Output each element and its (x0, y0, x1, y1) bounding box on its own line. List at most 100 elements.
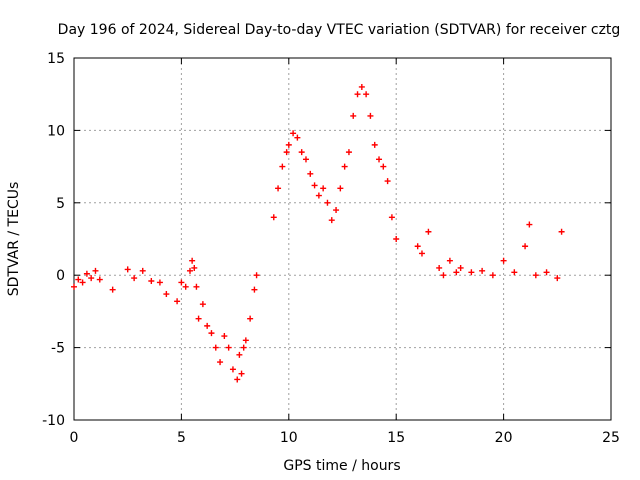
data-point (337, 185, 344, 192)
data-point (186, 267, 193, 274)
data-point (526, 221, 533, 228)
y-tick-label: 10 (47, 123, 65, 139)
data-point (440, 272, 447, 279)
data-point (511, 269, 518, 276)
data-point (290, 130, 297, 137)
data-point (307, 170, 314, 177)
data-point (79, 279, 86, 286)
data-point (139, 267, 146, 274)
data-point (311, 182, 318, 189)
data-point (204, 322, 211, 329)
data-point (148, 277, 155, 284)
data-point (522, 243, 529, 250)
data-point (479, 267, 486, 274)
grid-lines (74, 58, 611, 420)
chart-title: Day 196 of 2024, Sidereal Day-to-day VTE… (58, 22, 621, 38)
data-point (543, 269, 550, 276)
y-tick-label: -5 (51, 341, 65, 357)
data-point (414, 243, 421, 250)
data-point (554, 275, 561, 282)
data-point (270, 214, 277, 221)
x-tick-label: 5 (177, 430, 186, 446)
data-point (298, 149, 305, 156)
data-point (376, 156, 383, 163)
data-point (156, 279, 163, 286)
data-point (238, 370, 245, 377)
data-point (341, 163, 348, 170)
data-point (199, 301, 206, 308)
data-point (333, 207, 340, 214)
data-point (229, 366, 236, 373)
data-point (350, 112, 357, 119)
data-point (234, 376, 241, 383)
data-point (236, 351, 243, 358)
data-point (418, 250, 425, 257)
data-point (178, 279, 185, 286)
data-point (453, 269, 460, 276)
data-point (367, 112, 374, 119)
data-point (285, 141, 292, 148)
data-point (212, 344, 219, 351)
data-point (388, 214, 395, 221)
data-point (358, 83, 365, 90)
data-point (191, 264, 198, 271)
data-point (500, 257, 507, 264)
y-tick-label: -10 (42, 413, 65, 429)
data-point (240, 344, 247, 351)
data-point (345, 149, 352, 156)
data-point (363, 91, 370, 98)
data-point (393, 236, 400, 242)
data-point (275, 185, 282, 192)
data-point (384, 178, 391, 185)
data-point (163, 291, 170, 298)
data-point (225, 344, 232, 351)
axis-ticks: 0 5 10 15 20 25 -10 -5 0 5 10 15 (42, 51, 620, 446)
x-tick-label: 10 (280, 430, 298, 446)
data-point (109, 286, 116, 293)
data-point (208, 330, 215, 337)
data-point (193, 283, 200, 290)
data-point (371, 141, 378, 148)
data-point (425, 228, 432, 235)
data-point (446, 257, 453, 264)
x-axis-label: GPS time / hours (283, 458, 400, 474)
data-point (279, 163, 286, 170)
data-point (71, 283, 77, 290)
data-point (328, 217, 335, 224)
data-point (221, 333, 228, 340)
y-tick-label: 15 (47, 51, 65, 67)
data-point (174, 298, 181, 305)
data-point (124, 266, 131, 273)
data-point (92, 267, 99, 274)
data-point (96, 276, 103, 283)
data-point (83, 270, 90, 277)
x-tick-label: 0 (70, 430, 79, 446)
data-point (294, 134, 301, 141)
plot-frame (73, 57, 612, 421)
data-point (131, 275, 138, 282)
data-point (247, 315, 254, 322)
data-point (302, 156, 309, 163)
data-point (242, 337, 249, 344)
data-point (468, 269, 475, 276)
data-point (380, 163, 387, 170)
x-tick-label: 15 (387, 430, 405, 446)
data-point (532, 272, 539, 279)
data-point (558, 228, 565, 235)
data-point (354, 91, 361, 98)
data-point (195, 315, 202, 322)
data-point (253, 272, 260, 279)
data-point (283, 149, 290, 156)
data-point (489, 272, 496, 279)
data-point (217, 359, 224, 366)
data-point (315, 192, 322, 199)
data-points (71, 83, 565, 383)
y-tick-label: 5 (56, 196, 65, 212)
data-point (189, 257, 196, 264)
x-tick-label: 25 (602, 430, 620, 446)
data-point (75, 276, 82, 283)
x-tick-label: 20 (495, 430, 513, 446)
data-point (436, 264, 443, 271)
data-point (324, 199, 331, 206)
